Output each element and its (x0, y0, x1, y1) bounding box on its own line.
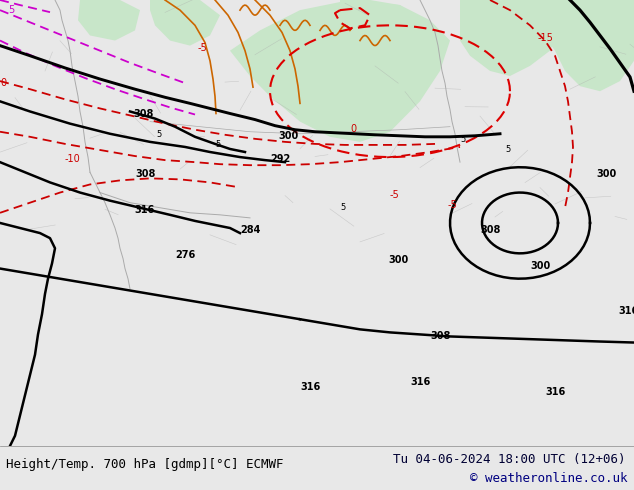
Text: -15: -15 (538, 32, 554, 43)
Text: 316: 316 (545, 387, 566, 397)
Text: 300: 300 (388, 255, 408, 266)
Text: 300: 300 (278, 131, 298, 141)
Text: Tu 04-06-2024 18:00 UTC (12+06): Tu 04-06-2024 18:00 UTC (12+06) (393, 453, 626, 466)
Polygon shape (460, 0, 560, 76)
Text: 5: 5 (460, 135, 465, 144)
Text: 5: 5 (215, 140, 220, 149)
Text: 0: 0 (350, 124, 356, 134)
Text: -5: -5 (448, 200, 458, 210)
Text: 292: 292 (270, 154, 290, 164)
Text: 316: 316 (300, 382, 320, 392)
Text: 308: 308 (133, 109, 153, 119)
Polygon shape (230, 0, 450, 142)
Text: 5: 5 (505, 145, 510, 154)
Polygon shape (78, 0, 140, 41)
Text: 5: 5 (340, 203, 346, 212)
Text: 300: 300 (596, 170, 616, 179)
Polygon shape (500, 0, 634, 91)
Text: 316: 316 (618, 306, 634, 316)
Text: 5: 5 (156, 130, 161, 139)
Text: 284: 284 (240, 225, 261, 235)
Text: 5: 5 (8, 5, 14, 15)
Text: 316: 316 (410, 377, 430, 387)
Text: -5: -5 (390, 190, 400, 199)
Text: 308: 308 (430, 332, 450, 342)
Text: 316: 316 (134, 205, 154, 215)
Text: Height/Temp. 700 hPa [gdmp][°C] ECMWF: Height/Temp. 700 hPa [gdmp][°C] ECMWF (6, 458, 284, 471)
Polygon shape (340, 0, 420, 50)
Text: 308: 308 (135, 170, 155, 179)
Text: © weatheronline.co.uk: © weatheronline.co.uk (470, 472, 628, 485)
Polygon shape (270, 46, 325, 86)
Text: 308: 308 (480, 225, 500, 235)
Text: 0: 0 (0, 78, 6, 88)
Polygon shape (150, 0, 220, 46)
Text: -10: -10 (65, 154, 81, 164)
Text: 300: 300 (530, 261, 550, 270)
Text: 276: 276 (175, 250, 195, 260)
Text: -5: -5 (198, 43, 208, 52)
